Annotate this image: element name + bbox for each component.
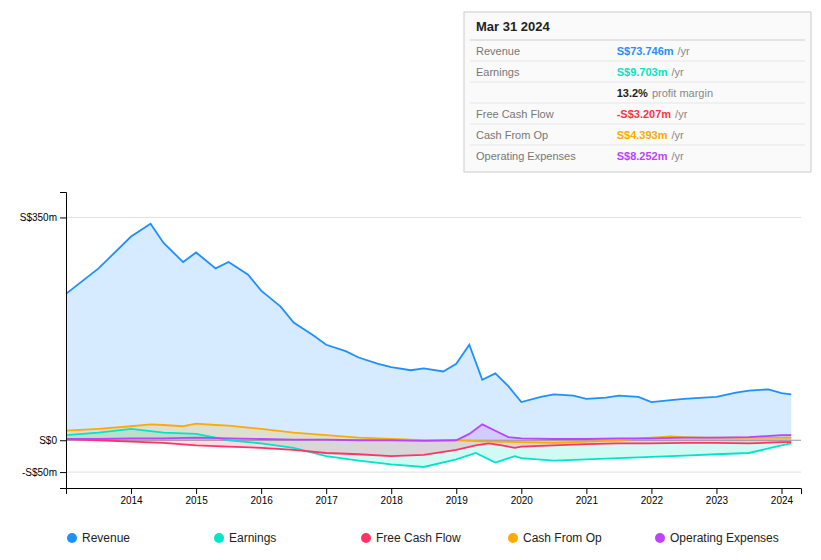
legend-item: Revenue xyxy=(67,531,130,545)
x-tick-label: 2016 xyxy=(251,495,274,506)
annotation-label: Revenue xyxy=(476,45,520,57)
y-tick: -S$50m xyxy=(22,467,66,478)
y-tick-label: S$0 xyxy=(39,435,57,446)
legend-label: Operating Expenses xyxy=(670,531,779,545)
x-tick-mark xyxy=(716,488,717,494)
legend-swatch xyxy=(655,533,665,543)
legend-swatch xyxy=(67,533,77,543)
grid xyxy=(66,217,801,472)
x-tick-mark xyxy=(391,488,392,494)
info-separator xyxy=(470,82,805,83)
x-tick: 2019 xyxy=(446,488,469,506)
x-axis-line xyxy=(67,489,802,495)
y-tick-label: S$350m xyxy=(20,212,57,223)
annotation-suffix: /yr xyxy=(671,66,684,78)
info-separator xyxy=(470,103,805,104)
x-tick-mark xyxy=(261,488,262,494)
y-tick: S$350m xyxy=(20,212,66,223)
x-tick: 2024 xyxy=(771,488,794,506)
title: Mar 31 2024 xyxy=(476,19,550,34)
info-box: Mar 31 2024 Revenue S$73.746m/yr Earnings S$… xyxy=(464,12,811,172)
legend-label: Cash From Op xyxy=(523,531,602,545)
line xyxy=(66,429,791,467)
x-tick: 2022 xyxy=(641,488,664,506)
x-tick-mark xyxy=(651,488,652,494)
x-tick: 2021 xyxy=(576,488,599,506)
y-tick-mark xyxy=(60,440,66,441)
legend-item: Free Cash Flow xyxy=(361,531,461,545)
legend-swatch xyxy=(361,533,371,543)
annotation-suffix: /yr xyxy=(671,129,684,141)
x-tick-label: 2019 xyxy=(446,495,469,506)
annotation-value: S$9.703m xyxy=(617,66,668,78)
chart-svg: 2014 2015 2016 2017 2018 2019 2020 2021 2022 2023… xyxy=(0,0,821,560)
x-tick: 2020 xyxy=(511,488,534,506)
y-tick: S$0 xyxy=(39,435,66,446)
x-tick: 2015 xyxy=(185,488,208,506)
legend-swatch xyxy=(214,533,224,543)
legend-label: Free Cash Flow xyxy=(376,531,461,545)
info-separator xyxy=(470,40,805,41)
x-tick: 2016 xyxy=(251,488,274,506)
x-tick: 2014 xyxy=(120,488,143,506)
x-tick-label: 2021 xyxy=(576,495,599,506)
data-layer xyxy=(66,224,791,467)
x-tick-mark xyxy=(131,488,132,494)
x-tick: 2018 xyxy=(381,488,404,506)
grid-line xyxy=(66,217,801,218)
legend-item: Operating Expenses xyxy=(655,531,779,545)
x-tick-label: 2022 xyxy=(641,495,664,506)
grid-line xyxy=(66,472,801,473)
legend-label: Earnings xyxy=(229,531,276,545)
x-tick-label: 2017 xyxy=(316,495,339,506)
x-tick-mark xyxy=(196,488,197,494)
annotation-label: Free Cash Flow xyxy=(476,108,554,120)
y-axis: S$350m S$0 -S$50m xyxy=(20,193,67,489)
info-separator xyxy=(470,61,805,62)
annotation-label: Cash From Op xyxy=(476,129,548,141)
y-axis-line xyxy=(60,193,67,489)
annotation-value: S$8.252m xyxy=(617,150,668,162)
annotation-label: Earnings xyxy=(476,66,520,78)
area xyxy=(66,224,791,440)
x-axis: 2014 2015 2016 2017 2018 2019 2020 2021 2022 2023… xyxy=(67,488,802,506)
x-tick-mark xyxy=(521,488,522,494)
legend-item: Earnings xyxy=(214,531,276,545)
info-separator xyxy=(470,124,805,125)
x-tick-mark xyxy=(586,488,587,494)
x-tick-mark xyxy=(326,488,327,494)
annotation-value: S$4.393m xyxy=(617,129,668,141)
line xyxy=(66,224,791,402)
annotation-value: -S$3.207m xyxy=(617,108,672,120)
legend-item: Cash From Op xyxy=(508,531,602,545)
annotation-suffix: /yr xyxy=(678,45,691,57)
line xyxy=(66,424,791,443)
legend-label: Revenue xyxy=(82,531,130,545)
x-tick-label: 2024 xyxy=(771,495,794,506)
annotation-suffix: profit margin xyxy=(652,87,713,99)
x-tick-label: 2015 xyxy=(185,495,208,506)
legend-swatch xyxy=(508,533,518,543)
plot-area: 2014 2015 2016 2017 2018 2019 2020 2021 2022 2023… xyxy=(20,193,802,507)
y-tick-label: -S$50m xyxy=(22,467,57,478)
legend: Revenue Earnings Free Cash Flow Cash From O… xyxy=(67,531,779,545)
x-tick-label: 2018 xyxy=(381,495,404,506)
y-tick-mark xyxy=(60,472,66,473)
x-tick-mark xyxy=(781,488,782,494)
annotation-label: Operating Expenses xyxy=(476,150,576,162)
x-tick: 2023 xyxy=(706,488,729,506)
annotation-value: 13.2% xyxy=(617,87,648,99)
x-tick-label: 2020 xyxy=(511,495,534,506)
x-tick-label: 2014 xyxy=(120,495,143,506)
annotation-value: S$73.746m xyxy=(617,45,674,57)
annotation-suffix: /yr xyxy=(675,108,688,120)
info-box-frame xyxy=(464,12,811,172)
x-tick: 2017 xyxy=(316,488,339,506)
y-tick-mark xyxy=(60,217,66,218)
x-tick-label: 2023 xyxy=(706,495,729,506)
line xyxy=(66,424,791,441)
annotation-suffix: /yr xyxy=(671,150,684,162)
x-tick-mark xyxy=(456,488,457,494)
info-separator xyxy=(470,145,805,146)
